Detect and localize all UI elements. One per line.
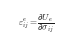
Text: $\varepsilon_{ij}^{e} = \dfrac{\partial U_{e}}{\partial \sigma_{ij}}$: $\varepsilon_{ij}^{e} = \dfrac{\partial …: [18, 13, 55, 35]
